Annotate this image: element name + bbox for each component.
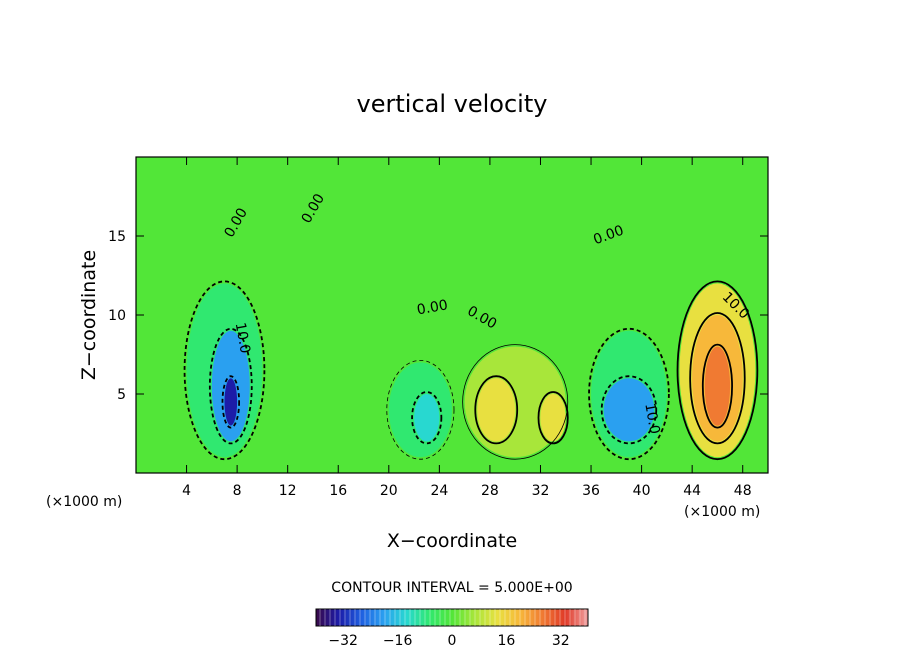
x-tick-label: 4 — [182, 483, 191, 499]
field-cell — [414, 394, 440, 442]
contour-interval-label: CONTOUR INTERVAL = 5.000E+00 — [331, 580, 572, 596]
colorbar-tick-label: 32 — [552, 633, 570, 649]
y-axis-ticks: 5 10 15 — [108, 229, 768, 403]
y-tick-label: 15 — [108, 229, 126, 245]
field-cell — [603, 378, 655, 442]
contour-line — [411, 391, 443, 445]
x-tick-label: 48 — [734, 483, 752, 499]
colorbar-tick-label: 16 — [497, 633, 515, 649]
x-axis-label: X−coordinate — [387, 530, 517, 552]
x-tick-label: 20 — [380, 483, 398, 499]
contour-line — [221, 375, 241, 429]
field-cell — [540, 394, 566, 442]
contour-line — [386, 359, 455, 460]
contour-line — [208, 327, 253, 445]
x-tick-label: 44 — [683, 483, 701, 499]
colorbar-tick-label: 0 — [448, 633, 457, 649]
x-tick-label: 24 — [430, 483, 448, 499]
chart-title: vertical velocity — [357, 90, 548, 118]
contour-line — [462, 344, 569, 460]
x-tick-label: 12 — [279, 483, 297, 499]
contour-line — [676, 280, 759, 461]
y-tick-label: 10 — [108, 308, 126, 324]
contour-line — [183, 280, 266, 461]
colorbar-gradient — [315, 608, 589, 627]
x-tick-label: 36 — [582, 483, 600, 499]
y-tick-label: 5 — [117, 387, 126, 403]
x-unit-left: (×1000 m) — [46, 494, 122, 510]
field-cell — [704, 346, 731, 426]
x-unit-right: (×1000 m) — [684, 504, 760, 520]
y-axis-label: Z−coordinate — [78, 250, 100, 380]
colorbar: −32 −16 0 16 32 — [315, 608, 589, 649]
contour-line — [588, 327, 670, 461]
x-tick-label: 8 — [233, 483, 242, 499]
contour-label: 10.0 — [232, 321, 253, 354]
x-axis-ticks: 4 8 12 16 20 24 28 32 36 40 44 48 — [182, 157, 752, 499]
contour-line — [537, 391, 569, 445]
contour-line — [689, 312, 746, 445]
contour-label: 10.0 — [641, 402, 662, 435]
x-tick-label: 32 — [532, 483, 550, 499]
x-tick-label: 28 — [481, 483, 499, 499]
colorbar-tick-label: −32 — [328, 633, 358, 649]
field-cell — [224, 378, 238, 426]
colorbar-tick-label: −16 — [383, 633, 413, 649]
contour-line — [474, 375, 519, 445]
contour-line — [701, 343, 733, 429]
contour-label: 0.00 — [416, 297, 449, 318]
x-tick-label: 16 — [329, 483, 347, 499]
x-tick-label: 40 — [633, 483, 651, 499]
contour-line — [600, 375, 658, 445]
field-cell — [477, 378, 516, 442]
